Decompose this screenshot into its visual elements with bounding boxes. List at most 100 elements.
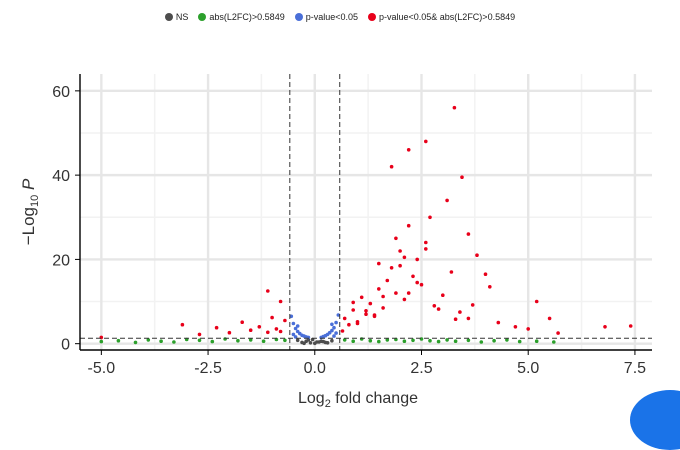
data-point [340,329,345,333]
data-point [146,338,151,342]
data-point [289,314,294,319]
data-point [534,339,539,344]
data-point [458,310,462,314]
data-point [266,330,270,335]
data-point [315,340,319,344]
x-tick-label: 5.0 [517,360,539,377]
data-point [385,338,390,342]
data-point [214,325,219,330]
data-point [368,338,373,343]
data-point [347,322,351,327]
data-point [323,340,328,345]
data-point [351,300,356,305]
data-point [334,331,338,335]
data-point [411,338,415,343]
data-point [406,291,411,295]
data-point [436,339,441,344]
data-point [159,339,163,344]
data-point [449,270,454,274]
y-tick-label: 60 [52,84,70,101]
data-point [428,338,432,343]
x-axis-title: Log2 fold change [298,390,418,410]
data-point [547,316,552,321]
data-point [389,266,394,270]
data-point [278,329,283,334]
data-point [394,236,398,241]
data-point [377,261,381,266]
data-point [406,223,411,228]
data-point [197,338,202,343]
data-point [526,327,530,331]
data-point [402,297,407,302]
x-tick-label: -2.5 [194,360,222,377]
data-point [133,340,138,345]
data-point [398,249,402,253]
data-point [470,303,475,307]
data-point [172,340,176,344]
data-point [424,240,428,245]
data-point [466,232,471,236]
data-point [460,175,464,179]
data-point [270,315,274,320]
data-point [266,289,270,293]
data-point [330,338,334,343]
data-point [359,295,364,300]
data-point [428,215,432,220]
data-point [330,328,334,333]
plot-panel [80,74,652,350]
data-point [295,338,300,343]
legend-item: p-value<0.05& abs(L2FC)>0.5849 [368,12,515,22]
data-point [368,301,373,306]
data-point [278,299,283,304]
x-tick-label: 2.5 [410,360,432,377]
data-point [180,322,185,327]
x-tick-label: -5.0 [88,360,116,377]
data-point [402,255,407,260]
legend-swatch-icon [368,13,376,21]
legend: NS abs(L2FC)>0.5849 p-value<0.05 p-value<0.… [0,12,680,22]
data-point [436,307,441,311]
data-point [261,339,266,344]
data-point [319,339,324,344]
data-point [342,316,347,321]
data-point [432,304,437,308]
data-point [402,339,407,344]
data-point [248,338,253,342]
data-point [372,313,377,317]
data-point [406,148,411,152]
data-point [534,299,539,304]
data-point [424,247,428,251]
volcano-plot: -5.0 -2.5 0.0 2.5 5.0 7.5 0 20 40 60 Log2 fold cha… [19,74,652,410]
y-tick-label: 0 [61,337,70,354]
data-point [453,339,458,344]
legend-item: abs(L2FC)>0.5849 [198,12,285,22]
legend-swatch-icon [294,13,303,21]
data-point [466,316,471,321]
data-point [475,253,479,257]
data-point [351,339,356,344]
data-point [334,320,338,325]
legend-swatch-icon [198,13,207,21]
data-point [496,320,501,325]
data-point [415,257,420,262]
data-point [306,338,311,342]
data-point [291,321,296,326]
data-point [453,317,458,322]
data-point [336,313,341,317]
data-point [364,312,368,317]
data-point [389,164,394,169]
data-point [291,332,296,337]
data-point [210,339,215,344]
data-point [364,309,368,313]
data-point [445,198,449,203]
data-point [381,294,385,299]
data-point [377,287,381,291]
legend-item: NS [164,12,188,22]
data-point [308,341,313,345]
data-point [332,325,336,330]
data-point [505,338,509,342]
data-point [411,274,415,279]
data-point [398,263,402,268]
x-tick-label: 0.0 [304,360,326,377]
data-point [441,293,445,298]
